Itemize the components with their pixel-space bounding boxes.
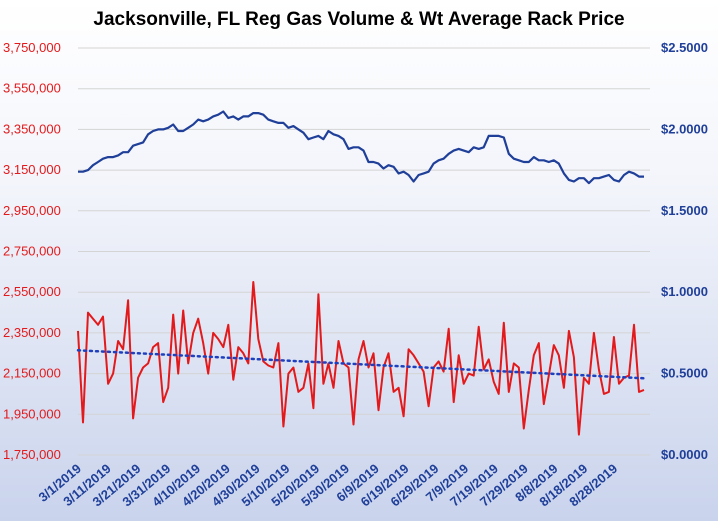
y-left-tick-label: 3,350,000 [3,121,61,136]
volume-series-line [77,281,645,436]
y-left-tick-label: 3,750,000 [3,40,61,55]
y-right-tick-label: $2.0000 [661,121,708,136]
y-left-tick-label: 2,350,000 [3,325,61,340]
y-left-tick-label: 2,950,000 [3,203,61,218]
y-right-tick-label: $0.5000 [661,366,708,381]
y-right-tick-label: $1.5000 [661,203,708,218]
y-left-tick-label: 1,750,000 [3,447,61,462]
y-left-tick-label: 3,550,000 [3,81,61,96]
y-left-tick-label: 3,150,000 [3,162,61,177]
chart-title: Jacksonville, FL Reg Gas Volume & Wt Ave… [93,9,624,30]
gridlines [78,47,650,456]
rack-price-series-line [78,110,644,185]
series-lines [76,110,646,436]
y-left-tick-label: 2,150,000 [3,366,61,381]
y-left-tick-label: 1,950,000 [3,406,61,421]
y-right-tick-label: $2.5000 [661,40,708,55]
y-right-tick-label: $1.0000 [661,284,708,299]
y-left-tick-label: 2,550,000 [3,284,61,299]
y-right-tick-label: $0.0000 [661,447,708,462]
volume-trendline [76,349,646,380]
axes: 1,750,000 1,950,000 2,150,000 2,350,000 2,55… [3,40,708,509]
y-left-tick-label: 2,750,000 [3,244,61,259]
